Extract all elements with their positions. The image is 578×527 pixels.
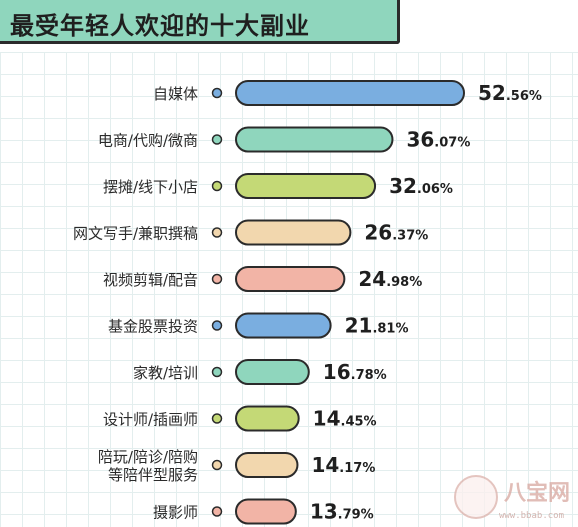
watermark: 八宝网 www.bbab.com: [452, 463, 572, 523]
bar: [235, 126, 394, 153]
bar: [235, 80, 465, 106]
bar: [235, 405, 300, 432]
value-label: 21.81%: [345, 314, 409, 338]
category-label: 设计师/插画师: [103, 411, 198, 429]
row-marker-dot: [211, 134, 223, 145]
bar: [235, 452, 299, 478]
value-label: 32.06%: [389, 174, 453, 198]
category-label: 基金股票投资: [108, 318, 198, 336]
bar: [235, 266, 346, 292]
category-label: 网文写手/兼职撰稿: [73, 225, 198, 243]
row-marker-dot: [211, 227, 223, 238]
watermark-text: 八宝网: [503, 481, 570, 506]
category-label: 摄影师: [153, 504, 198, 522]
category-label: 陪玩/陪诊/陪购: [98, 448, 198, 466]
bar: [235, 219, 352, 246]
bar: [235, 173, 377, 199]
row-marker-dot: [211, 180, 223, 192]
bar: [235, 359, 310, 385]
title-banner: 最受年轻人欢迎的十大副业: [0, 0, 400, 44]
category-label: 等陪伴型服务: [108, 466, 198, 484]
value-label: 13.79%: [310, 500, 374, 524]
value-label: 16.78%: [323, 360, 387, 384]
category-label: 电商/代购/微商: [98, 132, 198, 150]
row-marker-dot: [211, 320, 223, 331]
value-label: 14.45%: [313, 407, 377, 431]
row-marker-dot: [211, 506, 223, 517]
category-label: 视频剪辑/配音: [103, 271, 198, 289]
category-label: 家教/培训: [133, 364, 198, 382]
watermark-url: www.bbab.com: [498, 511, 564, 521]
bar: [235, 498, 297, 525]
row-marker-dot: [211, 459, 223, 471]
row-marker-dot: [211, 87, 223, 99]
category-label: 自媒体: [153, 85, 198, 103]
row-marker-dot: [211, 413, 223, 424]
value-label: 36.07%: [406, 128, 470, 152]
value-label: 14.17%: [311, 453, 375, 477]
watermark-logo-icon: [454, 475, 498, 519]
chart-title: 最受年轻人欢迎的十大副业: [10, 12, 310, 40]
bar: [235, 312, 332, 339]
category-label: 摆摊/线下小店: [103, 178, 198, 196]
row-marker-dot: [211, 273, 223, 285]
value-label: 24.98%: [358, 267, 422, 291]
value-label: 26.37%: [364, 221, 428, 245]
value-label: 52.56%: [478, 81, 542, 105]
row-marker-dot: [211, 366, 223, 378]
